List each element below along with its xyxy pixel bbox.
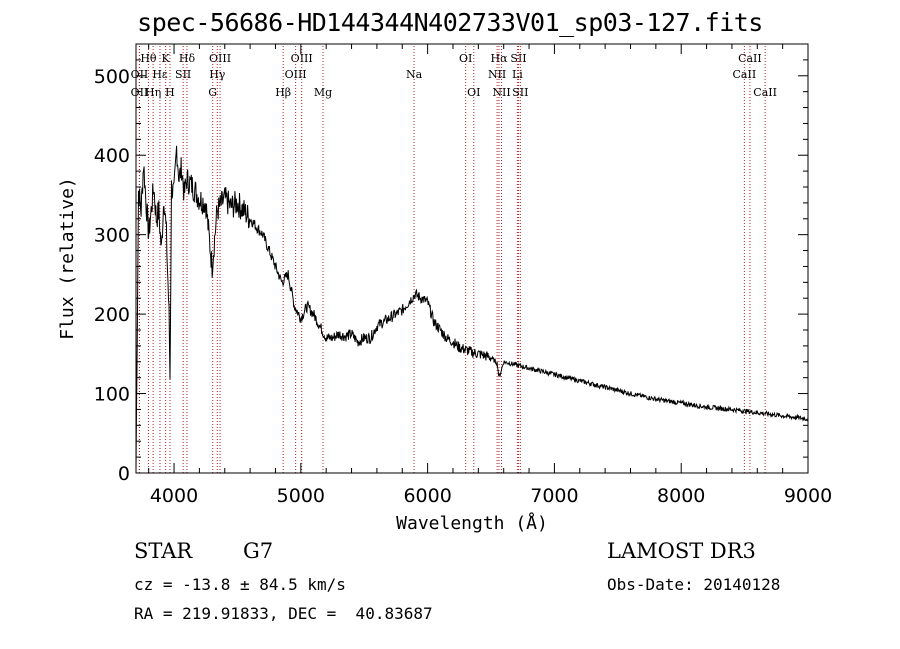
line-marker-label: OII — [131, 68, 149, 81]
line-marker-label: Hβ — [275, 86, 291, 99]
line-marker-label: NII — [488, 68, 506, 81]
line-marker-label: Hα — [490, 52, 508, 65]
flux-series-line — [135, 145, 809, 470]
line-marker-label: Hδ — [179, 52, 196, 65]
x-tick-label: 4000 — [150, 485, 198, 507]
y-tick-label: 200 — [94, 304, 130, 326]
object-subclass: G7 — [243, 539, 274, 563]
x-tick-label: 8000 — [657, 485, 705, 507]
line-marker-label: CaII — [733, 68, 757, 81]
y-tick-label: 0 — [118, 463, 130, 485]
line-marker-label: K — [162, 52, 171, 65]
line-marker-label: H — [165, 86, 175, 99]
line-marker-label: SII — [512, 86, 528, 99]
line-marker-label: SII — [175, 68, 191, 81]
obs-date: Obs-Date: 20140128 — [607, 575, 781, 594]
plot-frame — [135, 43, 809, 474]
line-marker-label: SII — [510, 52, 526, 65]
survey-name: LAMOST DR3 — [607, 539, 756, 563]
line-marker-label: CaII — [738, 52, 762, 65]
line-marker-label: Na — [406, 68, 423, 81]
y-tick-label: 500 — [94, 66, 130, 88]
y-tick-label: 300 — [94, 225, 130, 247]
x-tick-label: 6000 — [403, 485, 451, 507]
chart-title: spec-56686-HD144344N402733V01_sp03-127.f… — [137, 8, 763, 37]
x-tick-label: 5000 — [277, 485, 325, 507]
line-marker-label: OI — [467, 86, 480, 99]
redshift-text: cz = -13.8 ± 84.5 km/s — [134, 575, 346, 594]
y-tick-label: 400 — [94, 145, 130, 167]
x-tick-label: 7000 — [530, 485, 578, 507]
line-marker-label: Hγ — [209, 68, 226, 81]
line-marker-label: OII — [131, 86, 149, 99]
line-marker-label: NII — [492, 86, 510, 99]
x-axis-label: Wavelength (Å) — [396, 512, 548, 534]
line-marker-label: Hε — [152, 68, 168, 81]
coordinates: RA = 219.91833, DEC = 40.83687 — [134, 604, 433, 623]
line-marker-label: OIII — [291, 52, 313, 65]
line-marker-label: OI — [459, 52, 472, 65]
line-marker-label: Hη — [145, 86, 161, 99]
object-class: STAR — [134, 539, 193, 563]
y-axis-label: Flux (relative) — [57, 177, 78, 340]
line-marker-label: G — [208, 86, 217, 99]
line-marker-label: Li — [512, 68, 523, 81]
line-marker-label: OIII — [209, 52, 231, 65]
line-marker-label: Hθ — [140, 52, 157, 65]
x-tick-label: 9000 — [784, 485, 832, 507]
line-marker-label: CaII — [753, 86, 777, 99]
y-tick-label: 100 — [94, 384, 130, 406]
line-marker-label: Mg — [314, 86, 332, 99]
line-marker-label: OIII — [285, 68, 307, 81]
axis-ticks: 4000 5000 6000 7000 8000 9000 0 100 200 300 400 500 — [94, 43, 832, 507]
